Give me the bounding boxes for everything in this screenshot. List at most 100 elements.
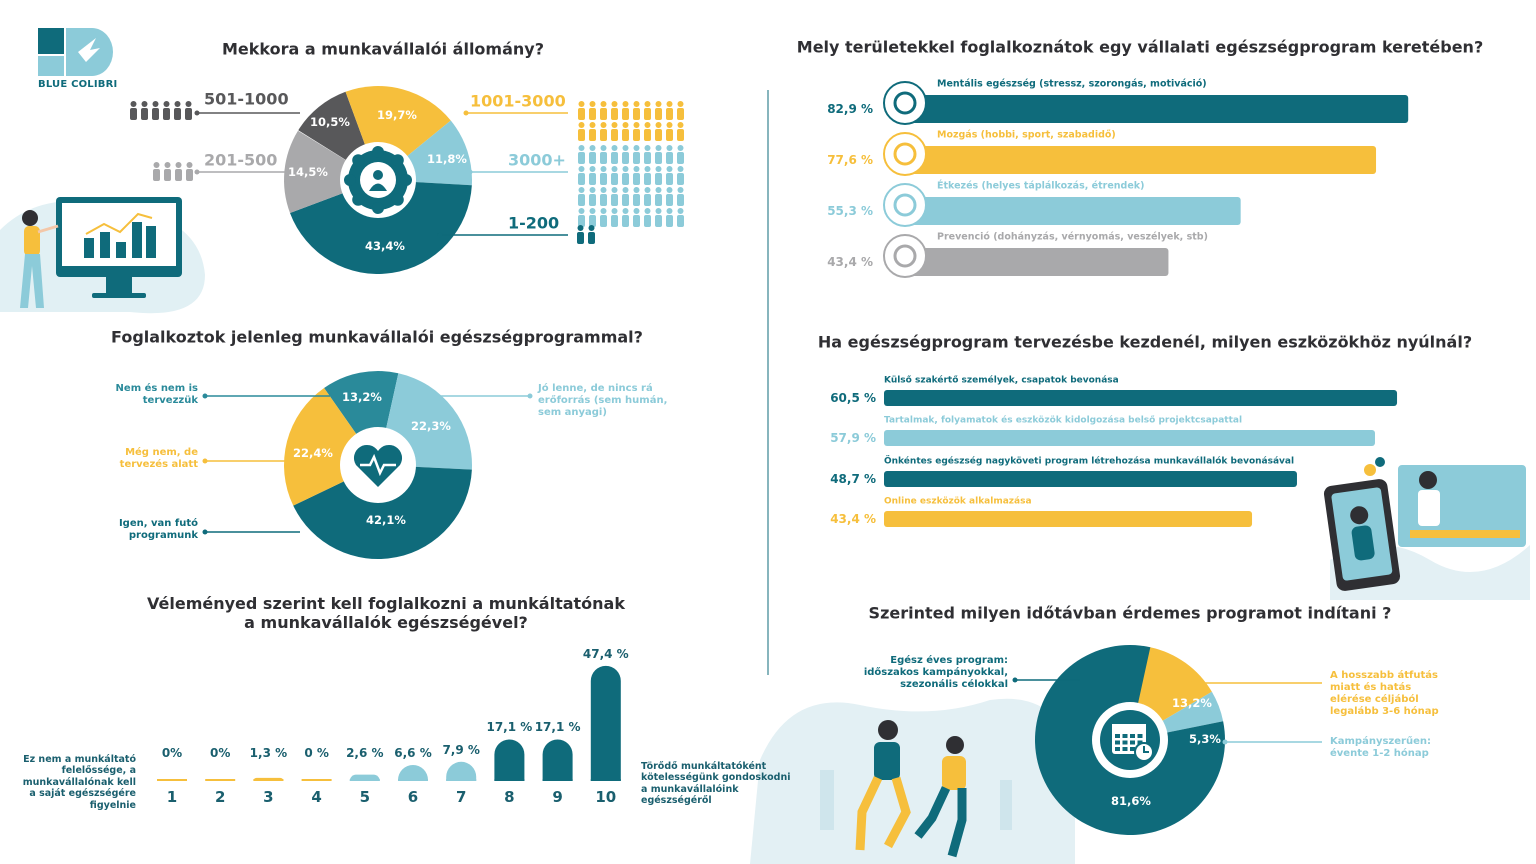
person-head [677,145,684,151]
value-label: 11,8% [427,152,467,167]
pie-slice [284,130,378,214]
person-head [666,166,673,172]
value-label: 43,4% [365,239,405,254]
person-icon [644,145,651,164]
calendar-cell [1122,747,1128,751]
person-head [175,162,182,168]
calendar-cell [1122,734,1128,738]
person-head [666,101,673,107]
leader-dot [467,169,473,175]
leader-dot [527,393,533,399]
person-body [622,215,629,227]
person-head [373,170,383,180]
illustration-presenter [0,197,205,314]
person-body [589,152,596,164]
person-icon [589,101,596,120]
value-label: 10,5% [310,115,350,130]
person-head [622,187,629,193]
value-label: 7,9 % [442,742,480,757]
person-head [644,101,651,107]
person-head [633,166,640,172]
category-label: Mozgás (hobbi, sport, szabadidő) [937,129,1116,141]
value-label: 0% [210,745,231,760]
logo-text: BLUE COLIBRI [38,79,118,90]
bar [398,764,428,781]
person-body [589,173,596,185]
person-body [611,108,618,120]
category-label: 501-1000 [204,89,289,109]
person-icon [644,208,651,227]
person-head [666,187,673,193]
person-icon [633,122,640,141]
value-label: 1,3 % [249,745,288,760]
leader-dot [1187,680,1193,686]
chart-title: Véleményed szerint kell foglalkozni a mu… [147,593,625,632]
gear-tooth [372,202,384,214]
category-label: Prevenció (dohányzás, vérnyomás, veszély… [937,231,1208,243]
value-label: 6,6 % [394,745,432,760]
person-icon [600,101,607,120]
leader-dot [202,458,208,464]
value-label: 19,7% [377,108,417,123]
person-body [644,215,651,227]
person-head [644,166,651,172]
x-tick-label: 8 [504,788,515,806]
person-icon [655,187,662,206]
person-body [622,173,629,185]
category-label: Kampányszerűen: évente 1-2 hónap [1330,736,1431,759]
person-head [163,101,170,107]
person-body [600,173,607,185]
person-icon [611,145,618,164]
person-head [578,145,585,151]
person-icon [655,208,662,227]
person-body [666,129,673,141]
category-label: 201-500 [204,150,278,170]
person-icon [677,208,684,227]
person-body [600,129,607,141]
person-head [164,162,171,168]
person-body [588,232,595,244]
category-icon [883,132,927,176]
category-label: 3000+ [508,150,566,170]
person-head [655,101,662,107]
value-label: 55,3 % [827,203,873,218]
person-icon [185,101,192,120]
person-head [600,101,607,107]
gear-tooth [352,154,365,167]
person-head [600,208,607,214]
category-label: Tartalmak, folyamatok és eszközök kidolg… [884,415,1243,426]
value-label: 0% [161,745,183,760]
chart-title: Ha egészségprogram tervezésbe kezdenél, … [817,332,1473,352]
person-body [153,169,160,181]
bar [905,146,1377,174]
person-body [633,108,640,120]
bar [494,739,525,781]
person-body [185,108,192,120]
person-head [666,208,673,214]
category-icon [883,234,927,278]
person-icon [153,162,160,181]
value-label: 77,6 % [827,152,873,167]
person-body [633,152,640,164]
person-icon [175,162,182,181]
person-icon [611,187,618,206]
category-label: Önkéntes egészség nagyköveti program lét… [884,456,1295,467]
pulse [360,453,396,477]
person-body [589,108,596,120]
person-body [633,215,640,227]
value-label: 22,3% [411,419,451,434]
bar-base [301,779,332,781]
person-head [622,101,629,107]
person-body [578,173,585,185]
person-head [589,101,596,107]
person-body [611,129,618,141]
person-head [633,145,640,151]
person-body [655,215,662,227]
person-head [677,208,684,214]
person-head [633,187,640,193]
value-label: 13,2% [1172,696,1212,711]
calendar-cell [1130,740,1135,745]
category-label: Igen, van futó programunk [118,518,198,541]
calendar-cell [1137,734,1143,738]
bar [905,197,1241,225]
